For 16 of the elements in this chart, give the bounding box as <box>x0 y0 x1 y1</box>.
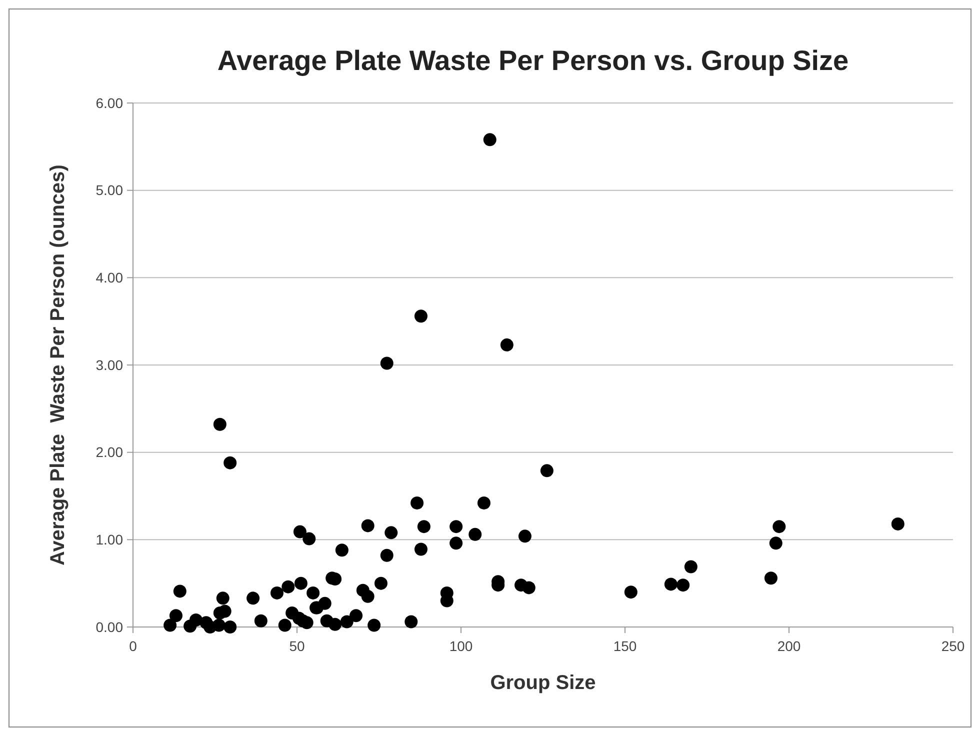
x-tick-label: 250 <box>941 638 965 654</box>
x-tick-label: 100 <box>449 638 473 654</box>
x-tick-label: 200 <box>777 638 801 654</box>
x-tick-label: 150 <box>613 638 637 654</box>
y-axis-title: Average Plate Waste Per Person (ounces) <box>47 164 69 566</box>
x-tick-label: 0 <box>129 638 138 654</box>
y-tick-label: 2.00 <box>96 444 124 460</box>
x-axis-title: Group Size <box>490 672 596 694</box>
y-tick-label: 1.00 <box>96 532 124 548</box>
chart-title: Average Plate Waste Per Person vs. Group Size <box>217 45 849 76</box>
y-tick-label: 0.00 <box>96 618 124 635</box>
y-tick-label: 4.00 <box>96 270 124 286</box>
x-tick-label: 50 <box>289 638 305 654</box>
y-tick-label: 3.00 <box>96 356 124 373</box>
y-tick-label: 6.00 <box>96 94 124 111</box>
y-tick-label: 5.00 <box>96 182 124 198</box>
